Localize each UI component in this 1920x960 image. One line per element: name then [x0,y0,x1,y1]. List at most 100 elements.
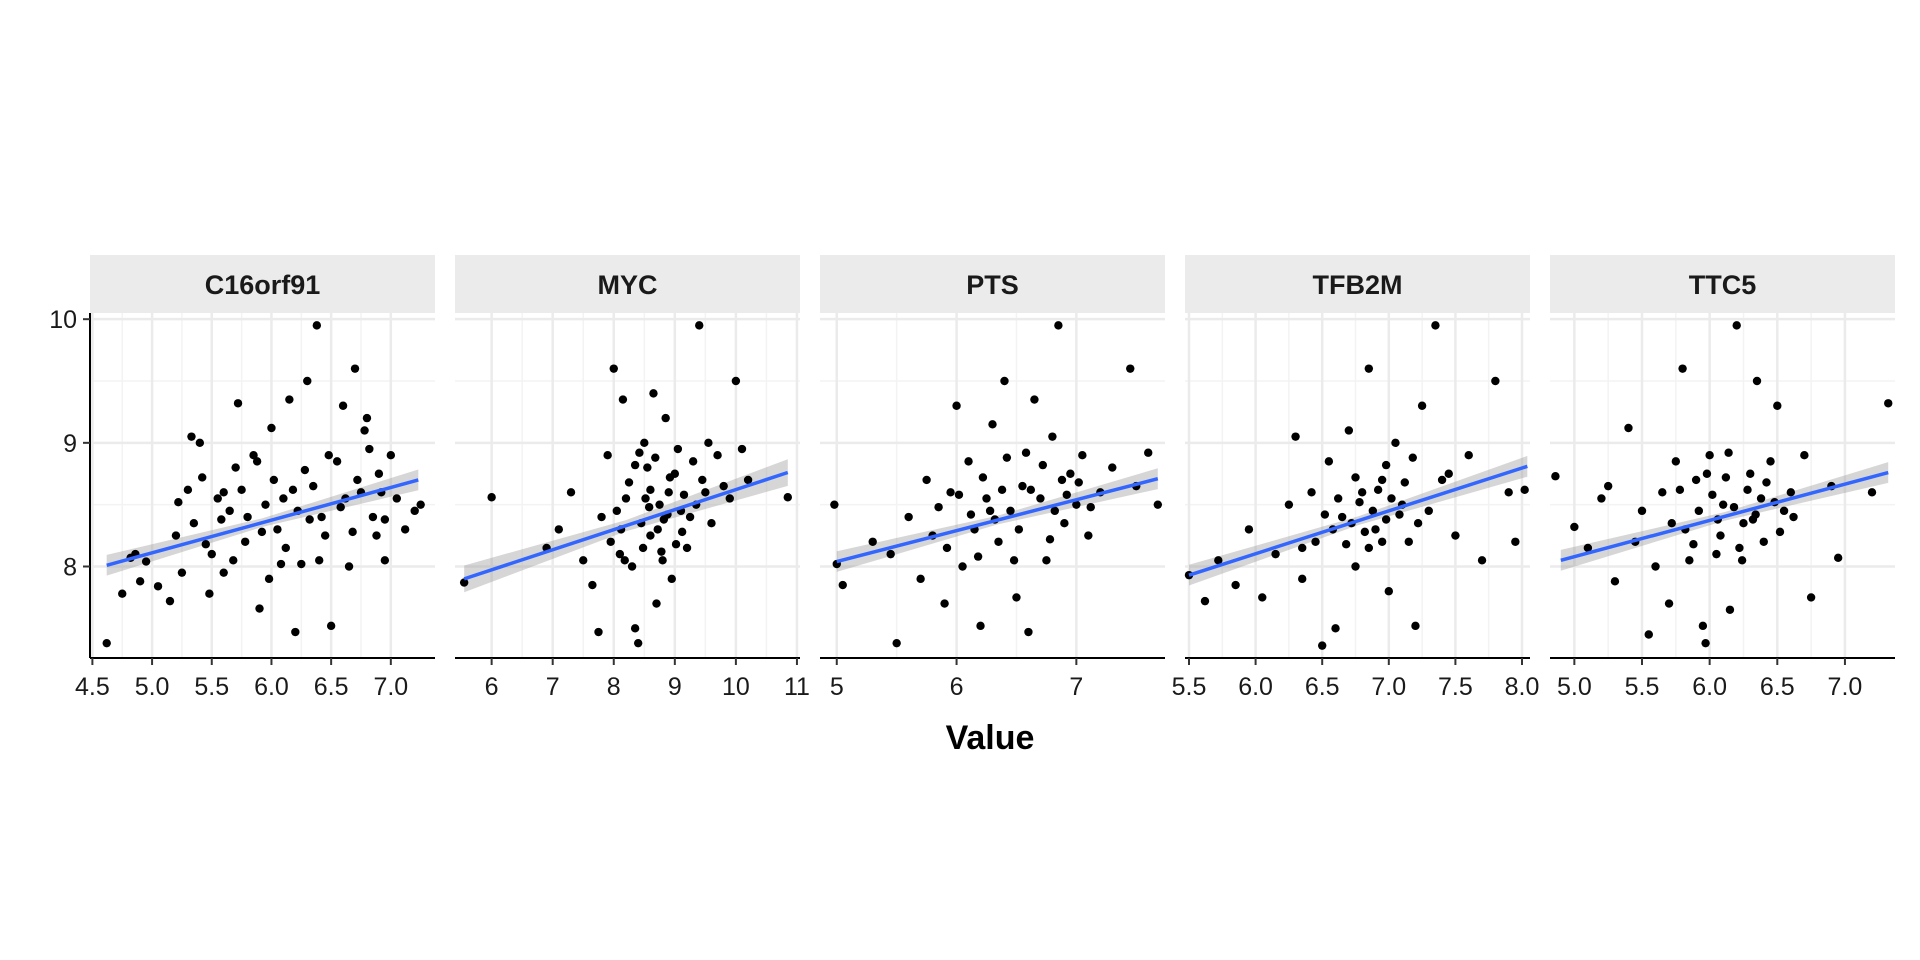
data-point [300,465,310,475]
data-point [1603,481,1613,491]
data-point [661,413,670,423]
data-point [1018,481,1027,491]
data-point [671,540,681,549]
data-point [1570,522,1579,532]
data-point [892,638,901,648]
x-tick-label: 10 [722,673,750,701]
data-point [459,578,469,587]
data-point [1284,500,1294,509]
data-point [1002,453,1012,462]
data-point [743,475,753,485]
data-point [624,478,634,487]
data-point [1504,488,1513,497]
data-point [1491,376,1500,386]
x-tick-label: 5.5 [1172,673,1207,701]
x-tick-label: 9 [668,673,682,701]
facet-label: TFB2M [1313,270,1403,300]
data-point [276,559,286,569]
data-point [165,596,175,606]
data-point [1337,512,1347,522]
data-point [1651,562,1660,571]
data-point [830,500,839,509]
data-point [1867,488,1877,497]
data-point [1078,451,1087,460]
data-point [640,438,649,448]
data-point [954,490,964,499]
data-point [1729,502,1739,512]
data-point [698,475,707,485]
data-point [1675,485,1685,495]
data-point [667,574,676,584]
data-point [365,444,374,454]
data-point [233,399,243,408]
data-point [1437,475,1447,485]
data-point [344,562,354,571]
data-point [685,512,695,522]
data-point [1373,485,1383,495]
data-point [368,512,378,522]
x-tick-label: 5.0 [135,673,170,701]
x-tick-label: 5.5 [194,673,229,701]
data-point [618,395,628,404]
data-point [621,494,631,503]
data-point [1833,553,1843,563]
data-point [118,589,127,598]
data-point [1667,519,1676,528]
data-point [701,488,710,497]
data-point [682,543,692,553]
data-point [1746,469,1755,478]
data-point [1244,525,1254,534]
data-point [1400,478,1409,487]
data-point [1408,453,1417,462]
data-point [360,426,369,435]
data-point [291,627,300,637]
data-point [1779,506,1789,516]
data-point [392,494,401,503]
data-point [630,460,640,470]
x-tick-label: 4.5 [75,673,110,701]
data-point [1725,605,1735,614]
data-point [141,557,151,566]
data-point [1884,399,1893,408]
data-point [1086,502,1095,512]
facet-label: PTS [966,270,1019,300]
data-point [916,574,925,584]
data-point [635,448,644,457]
data-point [1231,580,1240,590]
data-point [1721,473,1731,482]
y-tick-label: 9 [63,430,77,458]
data-point [336,502,345,512]
data-point [1377,475,1387,485]
data-point [665,473,675,482]
data-point [1708,490,1717,499]
data-point [677,527,687,537]
data-point [1597,494,1606,503]
data-point [309,481,318,491]
data-point [1384,587,1394,596]
data-point [997,485,1007,495]
data-point [1716,531,1725,540]
data-point [946,488,955,497]
data-point [994,537,1003,546]
data-point [187,432,196,441]
data-point [213,494,222,503]
data-point [1702,469,1712,478]
data-point [400,525,410,534]
facet-strip [90,255,435,313]
x-tick-label: 7.0 [1828,673,1863,701]
data-point [1637,506,1647,516]
x-axis-title: Value [946,719,1035,757]
data-point [1351,562,1360,571]
data-point [1066,469,1075,478]
data-point [1444,469,1453,478]
data-point [603,451,612,460]
data-point [386,451,396,460]
data-point [1391,438,1400,448]
data-point [1364,543,1374,553]
data-point [1751,510,1760,519]
data-point [267,423,276,433]
trend-line [463,470,789,581]
data-point [1084,531,1093,540]
data-point [1387,494,1396,503]
